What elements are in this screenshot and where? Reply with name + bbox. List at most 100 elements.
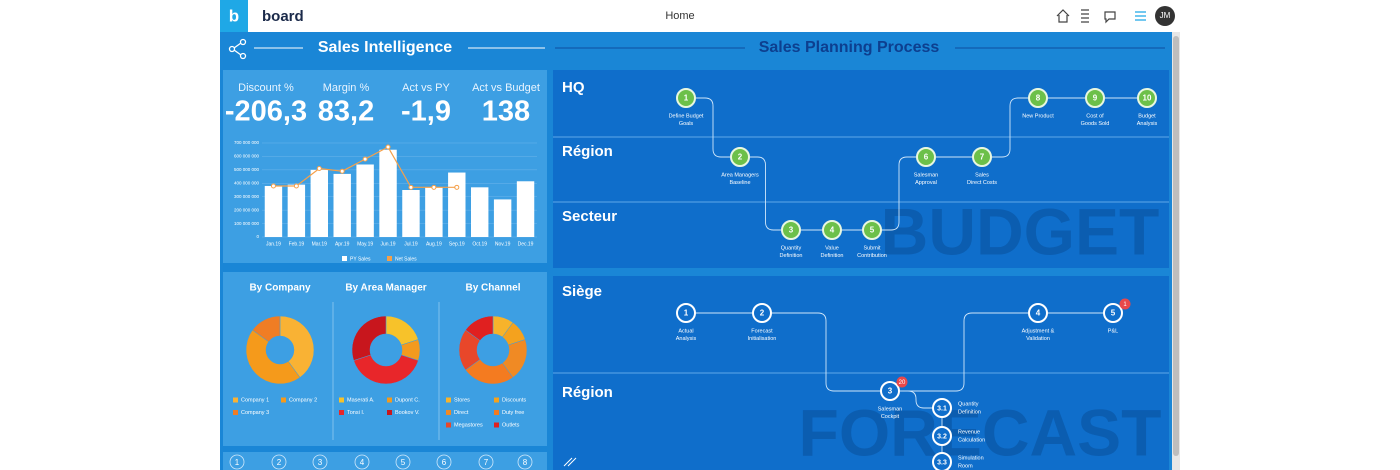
step-node[interactable] (1028, 88, 1048, 108)
step-number[interactable]: 7 (980, 153, 985, 162)
pager-number[interactable]: 8 (523, 458, 528, 467)
pager-dot[interactable] (517, 454, 533, 470)
step-number[interactable]: 8 (1036, 94, 1041, 103)
step-number[interactable]: 4 (830, 226, 835, 235)
home-icon[interactable] (1056, 9, 1070, 23)
step-node[interactable] (972, 147, 992, 167)
pager-dot[interactable] (436, 454, 452, 470)
step-node[interactable] (676, 303, 696, 323)
line-point (293, 183, 299, 189)
pager-dot[interactable] (229, 454, 245, 470)
step-node[interactable] (916, 147, 936, 167)
step-number[interactable]: 3.2 (937, 433, 947, 440)
pager-number[interactable]: 1 (235, 458, 240, 467)
panel-title: Sales Planning Process (759, 39, 940, 56)
bar (402, 190, 420, 237)
line-point (431, 184, 437, 190)
step-label: Cost of (1086, 113, 1104, 119)
step-number[interactable]: 4 (1036, 309, 1041, 318)
lane-label: Région (562, 384, 613, 401)
donut-slice (465, 315, 494, 341)
watermark: FORECAST (799, 395, 1162, 469)
step-label: Analysis (676, 336, 697, 342)
page-title: Home (665, 10, 694, 22)
pager-number[interactable]: 4 (360, 458, 365, 467)
line-point (362, 156, 368, 162)
step-node[interactable] (932, 426, 952, 446)
x-tick-label: Jan.19 (266, 241, 281, 247)
step-node[interactable] (932, 398, 952, 418)
step-label: Calculation (958, 437, 985, 443)
list-icon[interactable] (1135, 11, 1146, 21)
lane-label: HQ (562, 79, 585, 96)
legend-swatch (446, 410, 451, 415)
y-tick-label: 500 000 000 (234, 167, 260, 172)
pager-dot[interactable] (354, 454, 370, 470)
step-node[interactable] (730, 147, 750, 167)
logo-box[interactable] (220, 0, 248, 32)
step-label: Definition (821, 253, 844, 259)
bar (356, 164, 374, 237)
donut-slice (351, 315, 387, 361)
kpi-label: Act vs PY (402, 82, 450, 94)
step-number[interactable]: 9 (1093, 94, 1098, 103)
panel-title: Sales Intelligence (318, 39, 452, 56)
step-number[interactable]: 5 (1111, 309, 1116, 318)
step-label: Actual (678, 328, 693, 334)
step-node[interactable] (862, 220, 882, 240)
step-node[interactable] (880, 381, 900, 401)
scroll-thumb[interactable] (1173, 36, 1179, 456)
pager-number[interactable]: 7 (484, 458, 489, 467)
avatar-initials[interactable]: JM (1160, 11, 1171, 20)
pager-dot[interactable] (271, 454, 287, 470)
step-node[interactable] (676, 88, 696, 108)
step-node[interactable] (1085, 88, 1105, 108)
pager-dot[interactable] (395, 454, 411, 470)
menu-icon[interactable] (1081, 9, 1089, 23)
step-node[interactable] (822, 220, 842, 240)
step-label: Cockpit (881, 414, 900, 420)
step-number[interactable]: 3 (888, 387, 893, 396)
logo[interactable]: b (229, 6, 239, 25)
legend-swatch (494, 397, 499, 403)
step-number[interactable]: 5 (870, 226, 875, 235)
step-number[interactable]: 6 (924, 153, 929, 162)
pager-dot[interactable] (478, 454, 494, 470)
brand[interactable]: board (262, 8, 304, 25)
tool-icon[interactable] (563, 457, 577, 467)
kpi-label: Discount % (238, 82, 294, 94)
step-label: Quantity (781, 245, 802, 251)
step-number[interactable]: 2 (760, 309, 765, 318)
step-node[interactable] (1028, 303, 1048, 323)
pager-dot[interactable] (312, 454, 328, 470)
step-number[interactable]: 3 (789, 226, 794, 235)
step-number[interactable]: 1 (684, 94, 689, 103)
step-label: Approval (915, 180, 937, 186)
step-number[interactable]: 3.3 (937, 459, 947, 466)
step-node[interactable] (1137, 88, 1157, 108)
share-icon[interactable] (228, 38, 247, 60)
y-tick-label: 400 000 000 (234, 180, 260, 185)
step-node[interactable] (932, 452, 952, 470)
step-number[interactable]: 1 (684, 309, 689, 318)
step-node[interactable] (1103, 303, 1123, 323)
kpi-value: 138 (482, 96, 530, 128)
watermark: BUDGET (881, 194, 1160, 268)
step-number[interactable]: 2 (738, 153, 743, 162)
legend-label: Net Sales (395, 256, 417, 262)
pager-number[interactable]: 5 (401, 458, 406, 467)
legend-label: Bookov V. (395, 410, 420, 416)
pager-number[interactable]: 6 (442, 458, 447, 467)
step-node[interactable] (752, 303, 772, 323)
step-label: Goods Sold (1081, 121, 1110, 127)
avatar[interactable] (1155, 6, 1175, 26)
pager-number[interactable]: 2 (277, 458, 282, 467)
step-number[interactable]: 10 (1143, 94, 1152, 103)
pager-number[interactable]: 3 (318, 458, 323, 467)
bar (516, 181, 535, 237)
step-node[interactable] (781, 220, 801, 240)
step-label: Submit (863, 245, 881, 251)
chat-icon[interactable] (1104, 11, 1116, 24)
step-number[interactable]: 3.1 (937, 405, 947, 412)
donut-panel (223, 272, 547, 446)
